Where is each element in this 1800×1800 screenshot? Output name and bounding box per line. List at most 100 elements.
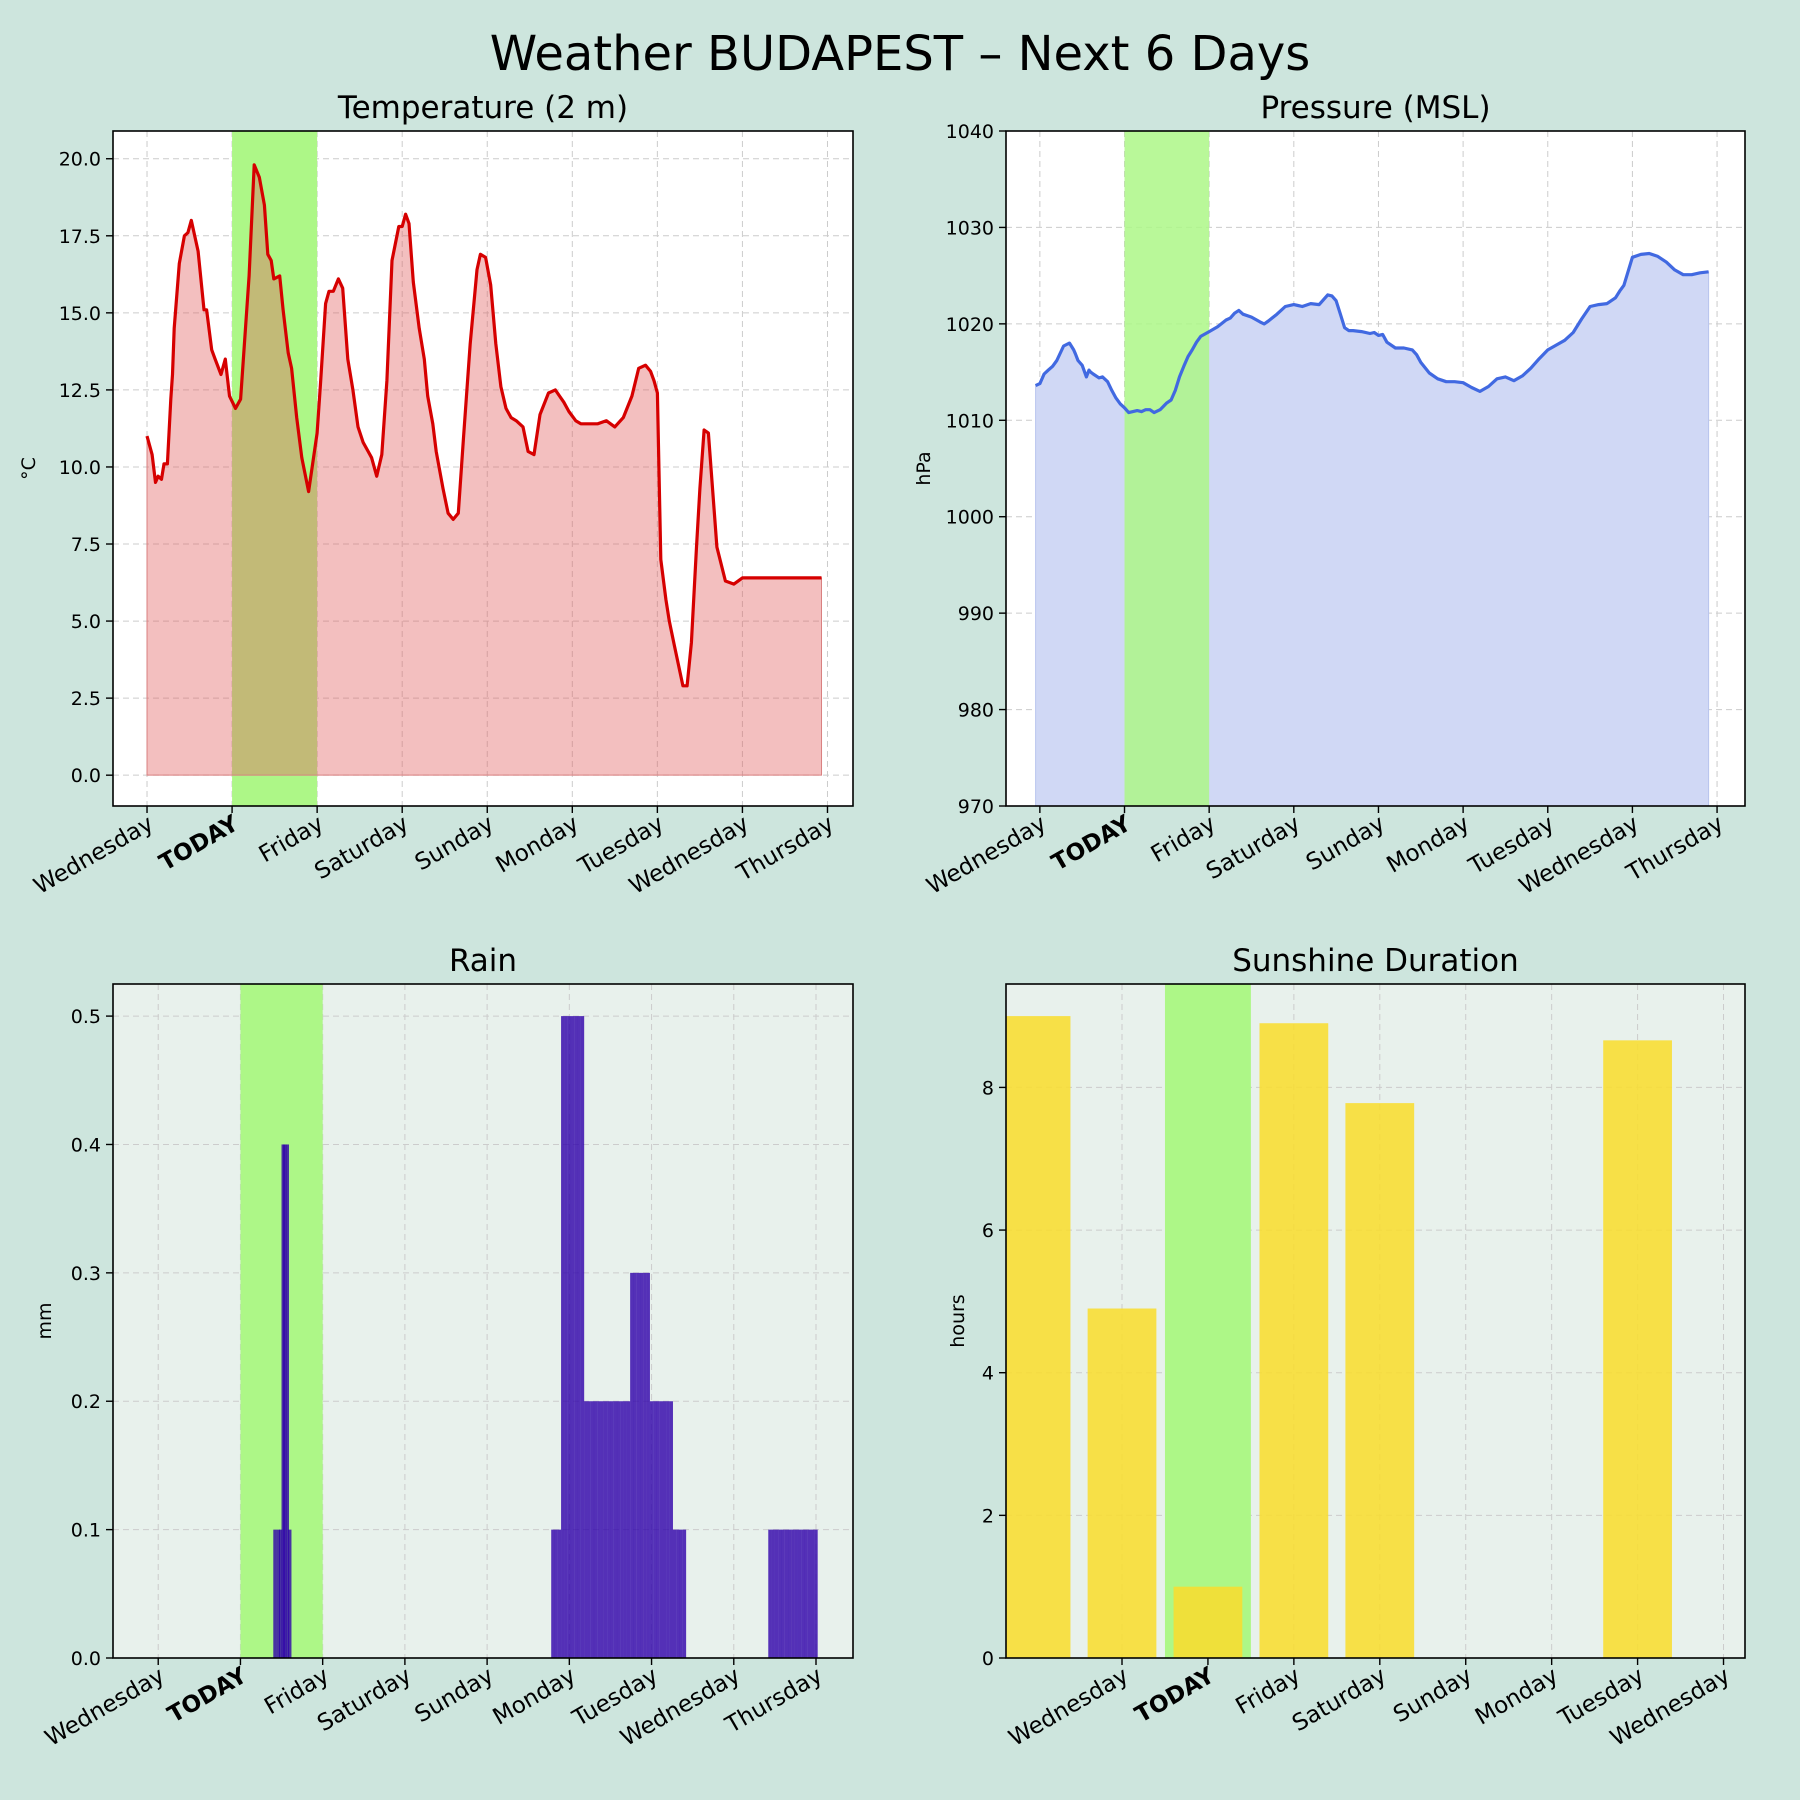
x-tick-label: Saturday	[310, 811, 413, 885]
rain-bar	[288, 1529, 292, 1658]
rain-bar	[580, 1016, 585, 1658]
rain-bar	[768, 1529, 772, 1658]
y-tick-label: 0.4	[71, 1134, 101, 1156]
rain-bar	[616, 1401, 621, 1658]
y-tick-label: 6	[982, 1220, 994, 1242]
rain-bar	[551, 1529, 555, 1658]
pressure-line	[1034, 251, 1709, 415]
y-tick-label: 0	[982, 1648, 994, 1670]
today-tick-label: TODAY	[1131, 1663, 1219, 1729]
temperature-marks	[145, 131, 823, 806]
rain-bar	[276, 1529, 280, 1658]
x-tick-label: Thursday	[1622, 811, 1728, 887]
rain-bar	[682, 1529, 687, 1658]
rain-bar	[784, 1529, 789, 1658]
rain-bar	[626, 1401, 631, 1658]
rain-bar	[623, 1401, 627, 1658]
x-tick-label: Wednesday	[41, 1663, 169, 1752]
y-tick-label: 5.0	[71, 611, 101, 633]
sunshine-bar	[1006, 1016, 1071, 1658]
x-tick-label: Sunday	[411, 811, 499, 877]
y-tick-label: 15.0	[59, 303, 101, 325]
rain-plot-area	[113, 984, 853, 1658]
y-tick-label: 2.5	[71, 688, 101, 710]
x-tick-label: Monday	[492, 811, 584, 879]
y-tick-label: 0.5	[71, 1006, 101, 1028]
x-tick-label: Monday	[489, 1663, 581, 1731]
sunshine-title: Sunshine Duration	[1232, 943, 1519, 979]
y-tick-label: 0.0	[71, 1648, 101, 1670]
sunshine-bar	[1345, 1103, 1415, 1658]
pressure-frame	[1005, 130, 1746, 807]
sunshine-bar	[1087, 1308, 1157, 1658]
sunshine-bar	[1173, 1586, 1243, 1658]
pressure-ylabel: hPa	[913, 451, 935, 485]
rain-bar	[593, 1401, 598, 1658]
rain-bar	[630, 1272, 634, 1658]
x-tick-label: Wednesday	[30, 811, 158, 900]
today-tick-label: TODAY	[1048, 811, 1136, 877]
temperature-title: Temperature (2 m)	[337, 90, 628, 126]
y-tick-label: 12.5	[59, 380, 101, 402]
x-tick-label: Sunday	[1389, 1663, 1477, 1729]
rain-bar	[554, 1529, 558, 1658]
rain-bar	[636, 1272, 641, 1658]
rain-bar	[679, 1529, 683, 1658]
rain-bar	[564, 1016, 568, 1658]
rain-bar	[814, 1529, 818, 1658]
temperature-frame	[112, 130, 854, 807]
rain-bar	[574, 1016, 578, 1658]
rain-bar	[285, 1144, 289, 1658]
today-tick-label: TODAY	[163, 1663, 251, 1729]
rain-bar	[676, 1529, 680, 1658]
rain-bar	[672, 1529, 677, 1658]
rain-bar	[584, 1401, 588, 1658]
y-tick-label: 0.1	[71, 1520, 101, 1542]
rain-bar	[666, 1401, 670, 1658]
rain-bar	[620, 1401, 624, 1658]
rain-bar	[771, 1529, 775, 1658]
y-tick-label: 1030	[946, 217, 994, 239]
rain-bar	[561, 1016, 565, 1658]
x-tick-label: Thursday	[732, 811, 838, 887]
y-tick-label: 0.0	[71, 765, 101, 787]
x-tick-label: Saturday	[1288, 1663, 1391, 1737]
y-tick-label: 0.2	[71, 1391, 101, 1413]
x-tick-label: Sunday	[411, 1663, 499, 1729]
rain-marks	[240, 984, 818, 1658]
rain-bar	[807, 1529, 812, 1658]
figure-title: Weather BUDAPEST – Next 6 Days	[489, 26, 1311, 82]
y-tick-label: 980	[958, 700, 994, 722]
x-tick-label: Wednesday	[923, 811, 1051, 900]
pressure-title: Pressure (MSL)	[1260, 90, 1490, 126]
pressure-marks	[1034, 131, 1710, 806]
y-tick-label: 1040	[946, 121, 994, 143]
rain-bar	[283, 1144, 287, 1658]
rain-bar	[656, 1401, 660, 1658]
rain-bar	[804, 1529, 808, 1658]
temperature-panel: 0.0 2.5 5.0 7.5 10.0 12.5 15.0 17.5 20.0 Wednesda…	[18, 90, 854, 900]
temperature-line	[145, 163, 822, 688]
today-band	[1124, 131, 1210, 806]
x-tick-label: Monday	[1471, 1663, 1563, 1731]
y-tick-label: 0.3	[71, 1263, 101, 1285]
rain-bar	[610, 1401, 614, 1658]
x-tick-label: Monday	[1382, 811, 1474, 879]
rain-bar	[643, 1272, 647, 1658]
rain-bar	[653, 1401, 657, 1658]
rain-bar	[567, 1016, 572, 1658]
rain-ylabel: mm	[34, 1302, 56, 1339]
rain-bar	[557, 1529, 562, 1658]
y-tick-label: 1010	[946, 410, 994, 432]
rain-bar	[646, 1272, 650, 1658]
sunshine-marks	[1006, 984, 1672, 1658]
y-tick-label: 4	[982, 1363, 994, 1385]
rain-bar	[279, 1529, 283, 1658]
temperature-ylabel: °C	[18, 457, 40, 480]
rain-bar	[587, 1401, 591, 1658]
sunshine-ylabel: hours	[947, 1294, 969, 1347]
rain-bar	[781, 1529, 785, 1658]
